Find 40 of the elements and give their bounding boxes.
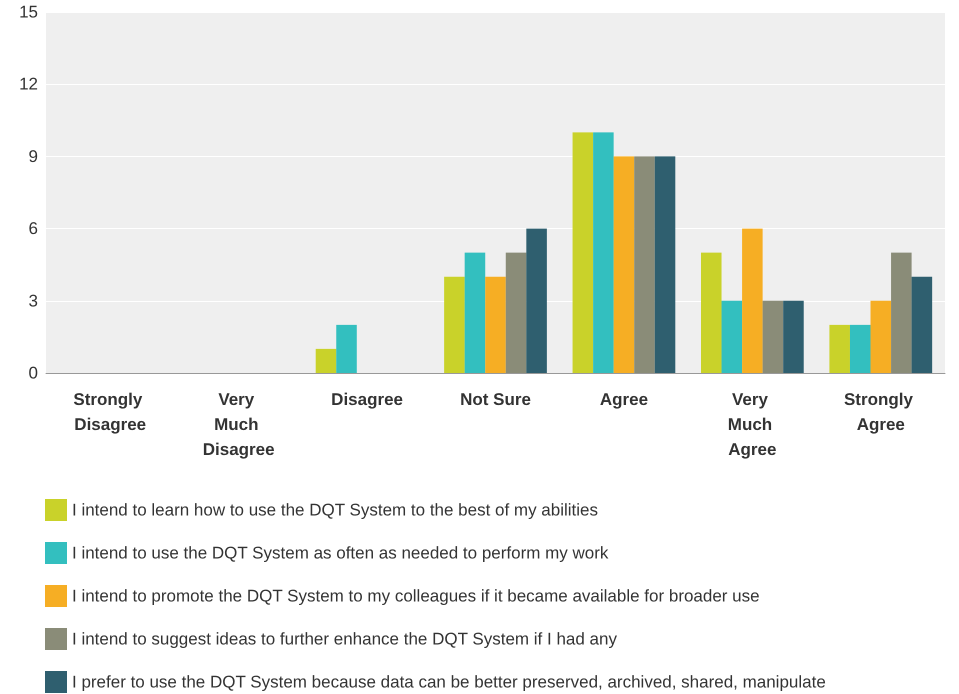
bar [762,300,784,373]
bar [829,324,850,373]
bar [464,252,486,373]
bar [485,276,506,373]
bar [891,252,912,373]
bar [316,348,336,373]
bar [742,228,763,373]
y-tick-label: 3 [28,291,38,310]
x-tick-label: Agree [600,390,648,409]
legend-label: I intend to use the DQT System as often as needed to perform my work [72,544,609,562]
bar [783,300,804,373]
x-tick-label: Strongly Disagree [73,390,148,434]
legend-label: I intend to learn how to use the DQT System to the best of my abilities [72,500,598,520]
x-tick-label: Disagree [331,390,403,409]
bar [912,276,932,373]
bar [614,156,634,373]
legend-label: I prefer to use the DQT System because data can be better preserved, archived, shared, manipulate [72,672,826,692]
y-tick-label: 15 [19,2,38,22]
x-tick-label: Very Much Agree [728,390,777,459]
x-tick-label: Not Sure [460,390,531,409]
bar [850,324,871,373]
y-tick-label: 0 [28,364,38,382]
bar [700,252,722,373]
bar [593,132,614,373]
bar [506,252,526,373]
y-tick-label: 6 [28,219,38,238]
legend-label: I intend to promote the DQT System to my colleagues if it became available for broader use [72,586,760,606]
x-tick-label: Very Much Disagree [202,390,275,459]
bar [722,300,742,373]
y-tick-label: 12 [19,74,38,94]
bar [654,156,676,373]
legend-label: I intend to suggest ideas to further enhance the DQT System if I had any [72,630,618,648]
bar [336,324,357,373]
bar [870,300,892,373]
bar [444,276,465,373]
bar [526,228,547,373]
y-tick-label: 9 [28,146,38,166]
bar [634,156,655,373]
x-tick-label: Strongly Agree [844,390,918,434]
bar [572,132,594,373]
